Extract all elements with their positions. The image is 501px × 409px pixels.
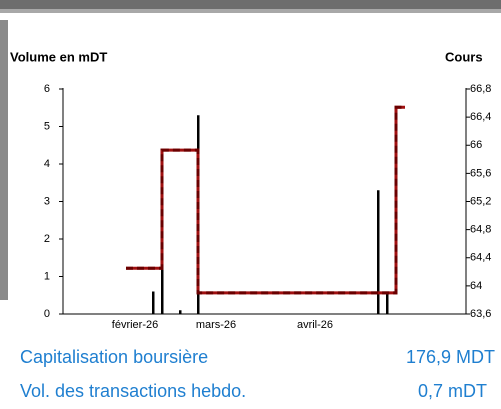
y2-tick-label: 64,8 xyxy=(470,224,491,236)
top-bar xyxy=(0,0,501,9)
summary-label: Vol. des transactions hebdo. xyxy=(20,381,246,401)
y2-tick-label: 64,4 xyxy=(470,252,491,264)
y-tick-label: 0 xyxy=(44,308,50,320)
x-tick-label: février-26 xyxy=(112,319,158,331)
y2-tick-label: 64 xyxy=(470,280,482,292)
price-line xyxy=(126,105,405,295)
y2-tick-label: 65,6 xyxy=(470,167,491,179)
y-axis-label: Volume en mDT xyxy=(10,49,107,64)
summary-value: 0,7 mDT xyxy=(418,381,487,401)
y2-tick-label: 65,2 xyxy=(470,195,491,207)
y-tick-label: 6 xyxy=(44,83,50,95)
y-tick-label: 2 xyxy=(44,233,50,245)
bar xyxy=(152,291,155,314)
summary-value: 176,9 MDT xyxy=(406,347,495,367)
y-tick-label: 3 xyxy=(44,195,50,207)
y-tick-label: 4 xyxy=(44,158,50,170)
bar xyxy=(179,310,182,314)
top-bar-edge xyxy=(0,9,501,13)
y2-tick-label: 66,4 xyxy=(470,111,491,123)
y-tick-label: 5 xyxy=(44,120,50,132)
summary-label: Capitalisation boursière xyxy=(20,347,208,367)
bar xyxy=(377,190,380,314)
y-tick-label: 1 xyxy=(44,270,50,282)
side-strip xyxy=(0,20,8,300)
x-tick-label: avril-26 xyxy=(297,319,333,331)
y2-axis-label: Cours xyxy=(445,49,483,64)
x-tick-label: mars-26 xyxy=(196,319,236,331)
y2-tick-label: 63,6 xyxy=(470,308,491,320)
price-line-dash xyxy=(126,105,405,295)
bar xyxy=(386,291,389,314)
y2-tick-label: 66,8 xyxy=(470,83,491,95)
y2-tick-label: 66 xyxy=(470,139,482,151)
